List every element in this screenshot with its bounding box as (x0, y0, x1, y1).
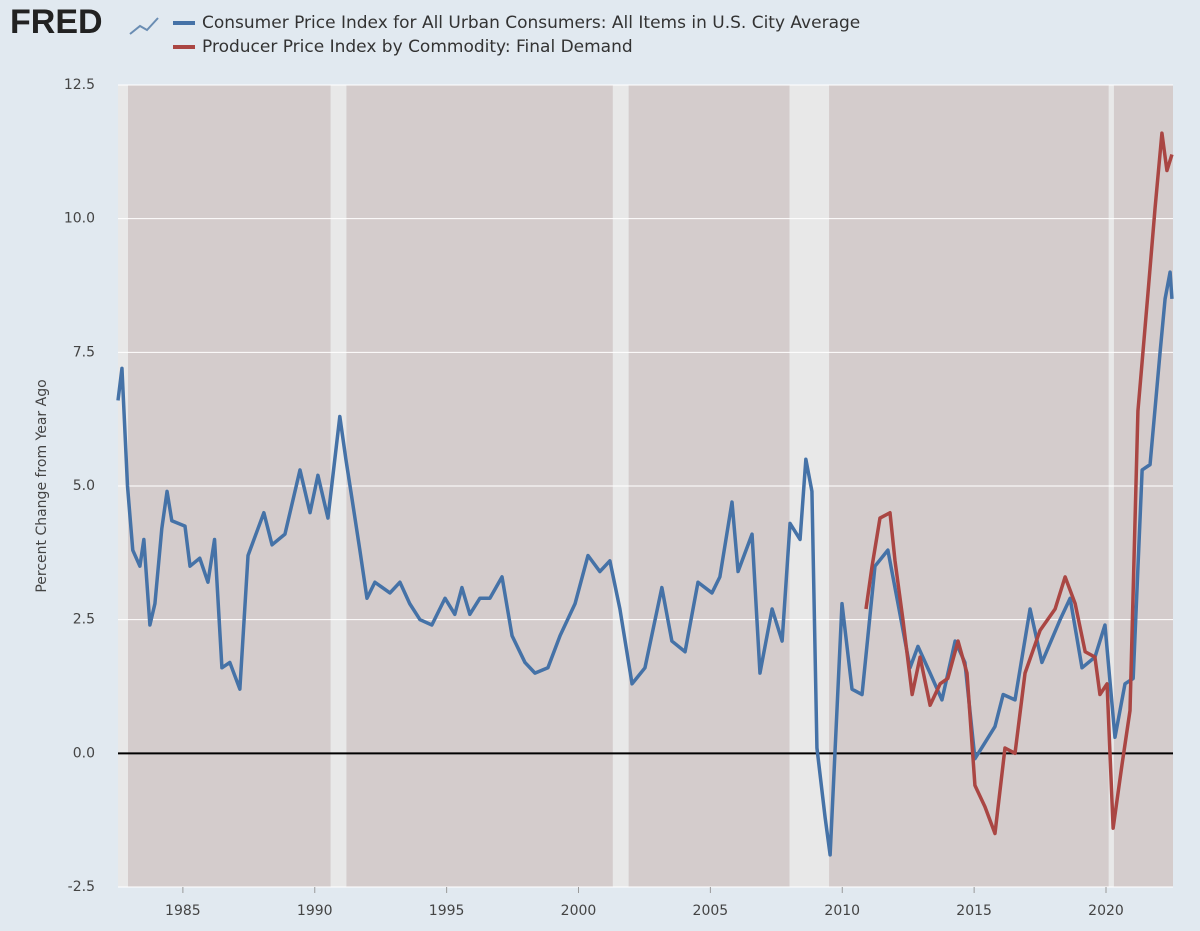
x-tick-label: 1995 (429, 903, 465, 919)
series-line (864, 131, 1174, 836)
x-tick-label: 2005 (693, 903, 729, 919)
y-tick-label: 0.0 (73, 745, 95, 761)
legend-label: Producer Price Index by Commodity: Final… (202, 37, 633, 57)
y-tick-label: 2.5 (73, 612, 95, 628)
y-axis-label: Percent Change from Year Ago (34, 379, 50, 592)
logo: FRED (10, 3, 103, 41)
series-line (116, 270, 1174, 857)
x-tick-label: 2000 (561, 903, 597, 919)
x-tick-label: 2020 (1088, 903, 1124, 919)
legend-label: Consumer Price Index for All Urban Consu… (202, 13, 860, 33)
y-tick-label: 5.0 (73, 478, 95, 494)
logo-icon (129, 17, 159, 35)
x-tick-label: 2010 (824, 903, 860, 919)
x-tick-label: 1985 (165, 903, 201, 919)
x-tick-label: 2015 (956, 903, 992, 919)
y-tick-label: 12.5 (64, 77, 95, 93)
x-tick-label: 1990 (297, 903, 333, 919)
y-tick-label: 7.5 (73, 344, 95, 360)
y-tick-label: -2.5 (68, 879, 95, 895)
y-tick-label: 10.0 (64, 211, 95, 227)
